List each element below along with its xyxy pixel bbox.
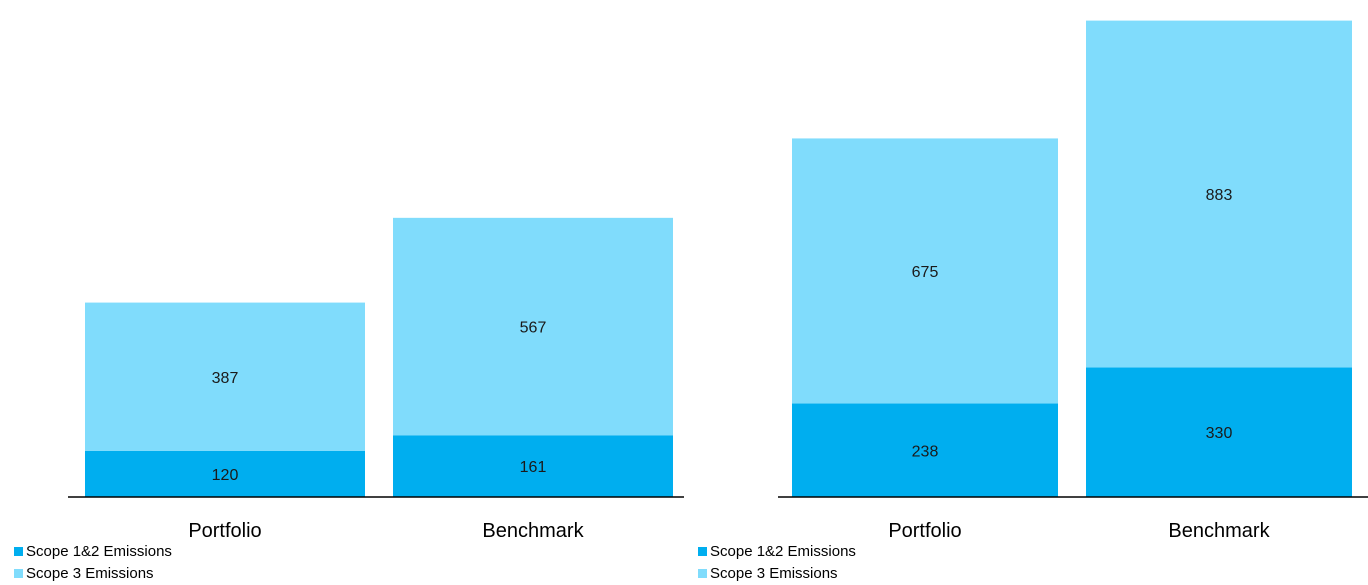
legend-label: Scope 3 Emissions <box>26 564 154 582</box>
data-label-scope12-portfolio: 238 <box>912 443 939 460</box>
legend-swatch-scope12 <box>14 546 23 556</box>
bar-scope3-benchmark <box>393 217 673 436</box>
left-chart: 120 387 Portfolio 161 567 Benchmark Scope 1&2… <box>14 217 684 584</box>
legend-item-scope3: Scope 3 Emissions <box>698 562 856 584</box>
category-label-portfolio: Portfolio <box>188 520 261 542</box>
legend-item-scope12: Scope 1&2 Emissions <box>698 540 856 562</box>
bar-scope12-benchmark <box>1086 367 1352 497</box>
category-label-portfolio: Portfolio <box>888 520 961 542</box>
data-label-scope3-portfolio: 675 <box>912 264 939 281</box>
legend-swatch-scope12 <box>698 546 707 556</box>
legend-swatch-scope3 <box>14 568 23 578</box>
data-label-scope3-benchmark: 883 <box>1206 187 1233 204</box>
legend-label: Scope 1&2 Emissions <box>26 542 172 560</box>
data-label-scope12-benchmark: 330 <box>1206 425 1233 442</box>
left-chart-plot: 120 387 Portfolio 161 567 Benchmark <box>68 217 684 542</box>
right-chart-legend: Scope 1&2 Emissions Scope 3 Emissions <box>698 540 856 584</box>
data-label-scope3-benchmark: 567 <box>520 320 547 337</box>
right-chart: 238 675 Portfolio 330 883 Benchmark Scope 1&2… <box>684 0 1368 585</box>
legend-label: Scope 1&2 Emissions <box>710 542 856 560</box>
data-label-scope3-portfolio: 387 <box>212 370 239 387</box>
bar-scope12-portfolio <box>792 403 1058 497</box>
legend-item-scope3: Scope 3 Emissions <box>14 562 172 584</box>
data-label-scope12-portfolio: 120 <box>212 467 239 484</box>
data-label-scope12-benchmark: 161 <box>520 459 547 476</box>
legend-item-scope12: Scope 1&2 Emissions <box>14 540 172 562</box>
bar-scope3-portfolio <box>85 302 365 451</box>
bar-scope12-portfolio <box>85 450 365 497</box>
bar-scope12-benchmark <box>393 435 673 497</box>
legend-swatch-scope3 <box>698 568 707 578</box>
bar-scope3-portfolio <box>792 138 1058 404</box>
category-label-benchmark: Benchmark <box>482 520 584 542</box>
legend-label: Scope 3 Emissions <box>710 564 838 582</box>
right-chart-plot: 238 675 Portfolio 330 883 Benchmark <box>778 20 1368 542</box>
left-chart-legend: Scope 1&2 Emissions Scope 3 Emissions <box>14 540 172 584</box>
category-label-benchmark: Benchmark <box>1168 520 1270 542</box>
bar-scope3-benchmark <box>1086 20 1352 368</box>
